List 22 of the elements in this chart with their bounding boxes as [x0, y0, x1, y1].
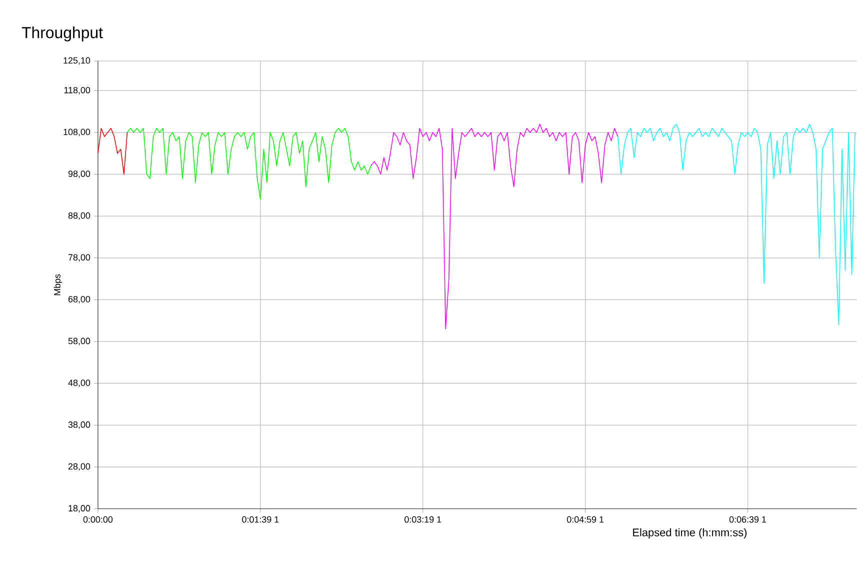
y-axis-title: Mbps	[54, 274, 62, 296]
chart-title: Throughput	[22, 26, 103, 42]
line-series	[98, 128, 128, 175]
x-tick-label: 0:04:59 1	[566, 516, 604, 523]
y-tick-label: 125,10	[64, 57, 90, 65]
y-tick-label: 18,00	[68, 505, 90, 513]
x-tick-label: 0:01:39 1	[242, 516, 279, 523]
x-tick-label: 0:06:39 1	[729, 516, 766, 523]
y-tick-label: 118,00	[64, 87, 90, 94]
y-tick-label: 58,00	[68, 338, 90, 346]
y-tick-label: 108,00	[64, 128, 90, 136]
line-series	[370, 124, 618, 330]
y-tick-label: 68,00	[68, 296, 90, 304]
y-tick-label: 38,00	[68, 422, 90, 429]
y-tick-label: 48,00	[68, 380, 90, 388]
y-tick-label: 28,00	[68, 463, 90, 471]
y-tick-label: 78,00	[68, 254, 90, 262]
x-axis-title: Elapsed time (h:mm:ss)	[633, 528, 747, 539]
x-tick-label: 0:03:19 1	[404, 516, 442, 523]
y-tick-label: 98,00	[68, 170, 90, 178]
y-tick-label: 88,00	[68, 212, 90, 220]
x-tick-label: 0:00:00	[83, 516, 113, 523]
